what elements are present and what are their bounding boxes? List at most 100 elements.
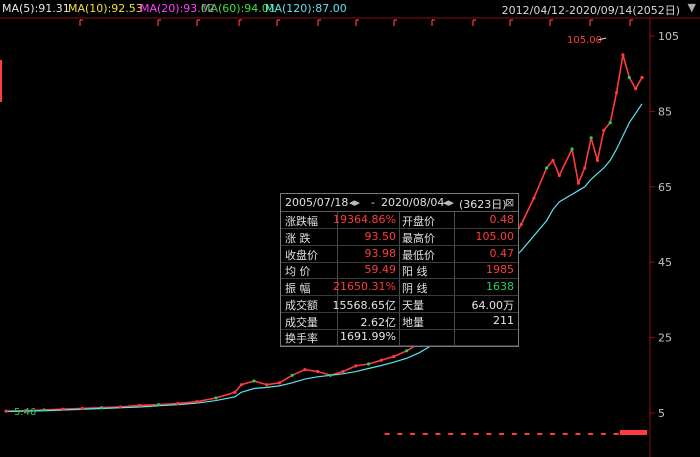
price-point (379, 358, 383, 362)
stats-end-date: 2020/08/04 (381, 196, 445, 209)
y-tick-label: 45 (658, 256, 672, 269)
stats-label: 阴 线 (402, 282, 428, 295)
volume-bar (499, 433, 505, 435)
volume-bar (619, 430, 628, 435)
stats-value: 59.49 (364, 263, 397, 277)
left-marker (0, 60, 2, 102)
stats-row: 换手率 1691.99% (281, 329, 518, 347)
price-point (640, 75, 644, 80)
event-marker (509, 19, 513, 26)
price-point (595, 158, 600, 163)
stats-label: 最低价 (402, 248, 435, 262)
date-range-label: 2012/04/12-2020/09/14(2052日) (501, 4, 680, 17)
event-marker (276, 19, 280, 26)
volume-bar (613, 433, 619, 435)
price-point (137, 403, 142, 408)
stats-start-date: 2005/07/18 (285, 196, 349, 209)
close-icon[interactable]: ⊠ (505, 196, 515, 209)
ma10-label: MA(10):92.53 (68, 2, 143, 15)
stats-value: 93.50 (364, 229, 397, 243)
y-tick-label: 85 (658, 105, 672, 118)
stats-row: 涨 跌 93.50 最高价 105.00 (281, 229, 518, 246)
volume-bar (397, 433, 403, 435)
start-date-arrows-icon[interactable]: ◂▸ (349, 196, 361, 209)
volume-bar (549, 433, 555, 435)
price-point (277, 381, 282, 385)
stats-row: 涨跌幅 19364.86% 开盘价 0.48 (281, 212, 518, 229)
stats-label: 开盘价 (402, 215, 435, 228)
stats-label: 换手率 (285, 332, 318, 346)
price-point (576, 181, 581, 185)
range-dropdown-icon[interactable]: ▼ (687, 1, 696, 14)
event-marker (196, 19, 200, 26)
stats-value: 2.62亿 (360, 315, 397, 329)
stats-value: 15568.65亿 (332, 298, 397, 312)
stats-label: 均 价 (285, 265, 311, 279)
stats-row: 成交量 2.62亿 地量 211 (281, 313, 518, 330)
volume-bar (632, 430, 641, 435)
price-point (366, 362, 371, 366)
price-point (23, 409, 27, 413)
stats-row: 收盘价 93.98 最低价 0.47 (281, 246, 518, 263)
stats-label: 地量 (402, 315, 424, 329)
price-point (519, 222, 523, 227)
event-marker (79, 19, 83, 26)
moving-average-legend: MA(5):91.31 MA(10):92.53 MA(20):93.02 MA… (0, 0, 700, 17)
stats-date-separator: - (371, 196, 375, 209)
price-point (118, 405, 123, 409)
volume-bar (486, 433, 492, 435)
price-point (532, 196, 536, 200)
volume-bar (460, 433, 466, 435)
price-point (614, 90, 619, 95)
stats-value: 1691.99% (340, 330, 396, 344)
volume-bar (473, 433, 479, 435)
stats-value: 21650.31% (333, 280, 396, 293)
price-point (239, 383, 243, 387)
stats-value: 211 (493, 313, 514, 327)
price-point (354, 364, 358, 368)
price-point (405, 349, 409, 353)
event-marker (472, 19, 476, 26)
price-point (195, 400, 199, 404)
stats-value: 0.47 (489, 246, 515, 260)
price-point (157, 403, 161, 407)
price-point (303, 368, 307, 372)
price-point (80, 406, 84, 411)
stats-value: 93.98 (364, 246, 397, 260)
price-point (252, 379, 256, 383)
price-point (233, 390, 237, 394)
volume-bar (435, 433, 441, 435)
price-point (634, 87, 638, 91)
y-tick-label: 25 (658, 332, 672, 345)
price-point (627, 75, 631, 80)
price-point (4, 409, 8, 413)
volume-bar (639, 430, 647, 435)
price-point (328, 373, 332, 377)
event-marker (238, 19, 242, 26)
price-point (214, 396, 218, 400)
price-point (316, 369, 320, 374)
max-price-label: 105.00 (567, 35, 602, 46)
price-point (42, 408, 46, 412)
price-point (557, 173, 561, 178)
price-point (99, 406, 103, 410)
y-tick-label: 5 (658, 407, 665, 420)
price-point (589, 136, 593, 140)
max-price-pointer (597, 37, 607, 41)
price-point (392, 354, 396, 359)
volume-bar (410, 433, 416, 435)
ma120-label: MA(120):87.00 (265, 2, 347, 15)
stats-value: 19364.86% (333, 213, 396, 226)
price-point (570, 147, 574, 151)
price-point (290, 373, 294, 377)
stats-label: 最高价 (402, 231, 435, 245)
event-marker (317, 19, 321, 26)
event-marker (355, 19, 359, 26)
price-point (545, 166, 549, 170)
price-point (608, 121, 612, 125)
stats-label: 成交量 (285, 315, 318, 329)
stats-row: 成交额 15568.65亿 天量 64.00万 (281, 296, 518, 313)
event-marker (431, 19, 435, 26)
end-date-arrows-icon[interactable]: ◂▸ (443, 196, 455, 209)
